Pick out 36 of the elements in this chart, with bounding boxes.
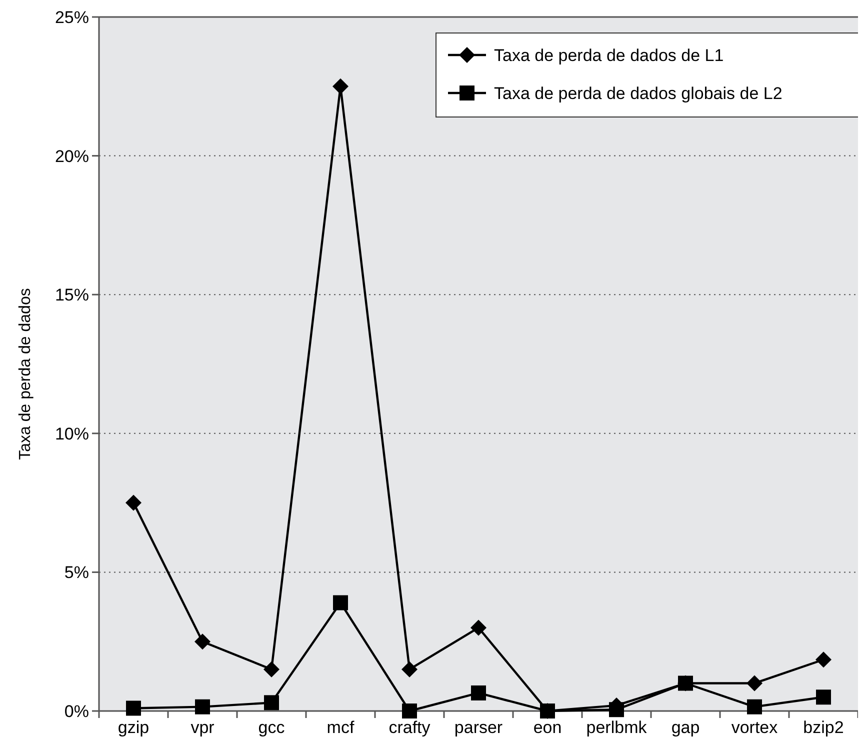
point (471, 685, 486, 700)
y-axis-title: Taxa de perda de dados (17, 288, 34, 460)
x-tick-label: eon (533, 718, 562, 737)
point (747, 699, 762, 714)
point (126, 700, 141, 716)
point (332, 78, 348, 94)
point (816, 690, 831, 705)
x-tick-label: vpr (190, 718, 215, 737)
x-tick-label: perlbmk (586, 718, 648, 737)
x-tick-label: bzip2 (803, 718, 844, 737)
y-tick-label: 15% (54, 286, 89, 305)
x-tick-label: gzip (118, 718, 150, 737)
point (746, 675, 762, 692)
point (264, 695, 279, 710)
x-tick-label: vortex (731, 718, 778, 737)
x-tick-label: gap (671, 718, 700, 737)
y-tick-label: 5% (64, 563, 89, 582)
y-tick-label: 10% (54, 424, 89, 444)
y-tick-label: 20% (54, 146, 89, 166)
y-tick-label: 0% (64, 702, 89, 721)
y-tick-label: 25% (54, 8, 89, 27)
point (402, 661, 418, 678)
point (264, 661, 280, 678)
point (816, 652, 832, 668)
point (333, 595, 348, 610)
point (402, 704, 417, 718)
point (195, 699, 210, 714)
x-tick-label: parser (454, 718, 503, 737)
legend-label: Taxa de perda de dados globais de L2 (494, 84, 782, 103)
point (470, 620, 486, 636)
point (194, 634, 210, 650)
x-tick-label: mcf (326, 718, 354, 737)
x-tick-label: gcc (258, 718, 286, 737)
point (126, 494, 142, 511)
x-tick-label: crafty (388, 718, 431, 737)
legend-label: Taxa de perda de dados de L1 (494, 46, 724, 65)
